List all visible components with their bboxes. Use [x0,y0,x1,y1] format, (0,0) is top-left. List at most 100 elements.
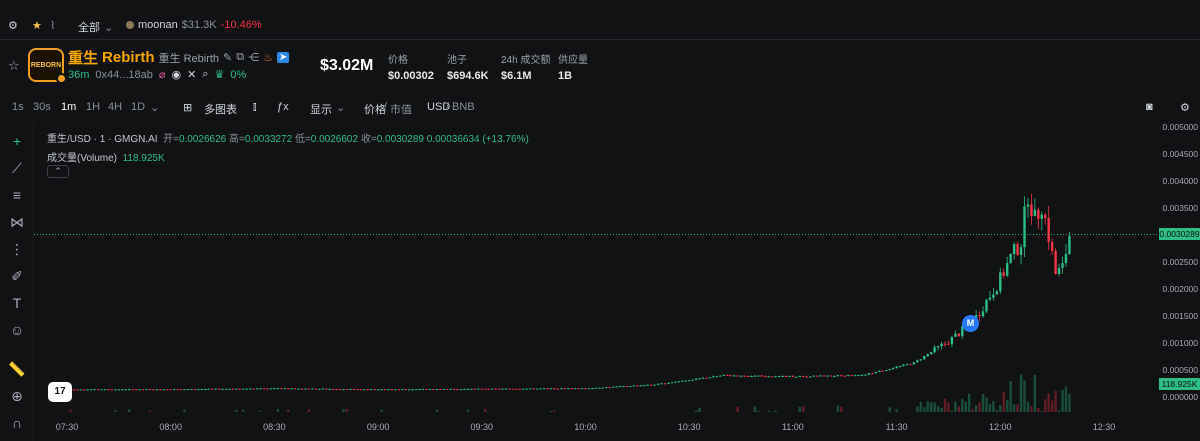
candle-body [753,375,757,377]
candle-body [978,315,981,317]
volume-bar [961,398,964,412]
interval-30s[interactable]: 30s [33,101,51,113]
y-tick-label: 0.001000 [1162,338,1198,348]
camera-icon[interactable]: ◙ [1146,101,1153,113]
volume-bar [1061,389,1064,412]
mcap-toggle[interactable]: 市值 [390,104,412,116]
share-icon[interactable]: ⋲ [248,52,260,64]
candle-body [442,388,445,390]
candle-body [601,387,604,389]
volume-bar [964,401,967,412]
interval-dropdown-icon[interactable]: ⌄ [150,102,160,114]
zoom-icon[interactable]: ⊕ [11,388,23,404]
volume-bar [971,408,974,412]
candle-body [988,297,992,300]
candle-body [221,388,224,390]
interval-1s[interactable]: 1s [12,101,24,113]
candle-body [373,389,376,391]
search-icon[interactable]: ⌕ [202,68,209,80]
candle-body [124,389,127,391]
interval-1h[interactable]: 1H [86,101,101,113]
indicators-icon[interactable]: ƒx [277,101,289,113]
stat-price-label: 价格 [388,55,408,66]
crosshair-icon[interactable]: + [12,133,22,149]
volume-bar [466,409,470,412]
volume-bar [916,406,919,412]
x-tick-label: 12:30 [1092,422,1116,432]
text-icon[interactable]: T [12,295,22,311]
telegram-icon[interactable]: ➤ [277,52,290,63]
emoji-icon[interactable]: ☺ [9,322,25,338]
fib-icon[interactable]: ⋮ [10,241,24,257]
pill-icon: ⌀ [158,69,166,81]
volume-bar [757,410,760,412]
candle-body [764,375,767,377]
edit-icon[interactable]: ✎ [223,52,233,64]
category-dropdown[interactable]: 全部 ⌄ [78,19,113,35]
ruler-icon[interactable]: 📏 [8,361,26,377]
multi-chart-icon[interactable]: ⊞ [183,102,193,114]
candle-body [408,389,411,391]
candle-body [670,382,674,384]
candle-body [1006,263,1009,276]
twitter-icon[interactable]: ✕ [187,69,197,81]
globe-icon[interactable]: ◉ [171,69,182,81]
bnb-toggle[interactable]: BNB [452,101,475,113]
candle-body [836,375,840,377]
candle-body [183,389,186,391]
candle-body [1009,253,1012,264]
brush-icon[interactable]: ✐ [11,268,23,284]
interval-1d[interactable]: 1D [131,101,146,113]
volume-bar [978,402,981,412]
token-name-cn: 重生 [68,50,99,67]
legend-close: 0.0030289 [376,134,424,145]
ticker-item[interactable]: moonan $31.3K -10.46% [126,19,262,31]
top-bar: ⚙ ★ ⌇ 全部 ⌄ moonan $31.3K -10.46% [0,0,1200,40]
trendline-icon[interactable]: ⟋ [12,160,22,176]
candle-body [781,375,784,377]
candle-body [805,376,808,378]
token-address[interactable]: 0x44...18ab [95,68,153,81]
display-button[interactable]: 显示 [310,104,332,116]
copy-icon[interactable]: ⧉ [236,51,245,63]
interval-4h[interactable]: 4H [108,101,123,113]
multi-chart-button[interactable]: 多图表 [204,104,237,116]
time-axis[interactable]: 07:30 08:00 08:30 09:00 09:30 10:00 10:30 11:00… [34,418,1158,441]
ticker-mcap: $31.3K [181,19,217,31]
x-tick-label: 10:30 [677,422,701,432]
price-chart[interactable] [34,122,1158,418]
price-axis[interactable]: 0.0050000.0045000.0040000.0035000.003000… [1158,122,1200,418]
candle-body [1044,214,1047,219]
tradingview-logo[interactable]: 17 [48,382,72,402]
interval-1m[interactable]: 1m [61,101,77,113]
migration-marker[interactable]: M [962,315,979,332]
candle-body [459,389,463,391]
price-toggle[interactable]: 价格 [364,104,386,116]
usd-toggle[interactable]: USD [427,101,451,113]
candle-type-icon[interactable]: ⫾ [253,101,257,113]
magnet-icon[interactable]: ∩ [11,415,23,431]
drawing-toolbar: + ⟋ ≡ ⋈ ⋮ ✐ T ☺ 📏 ⊕ ∩ [0,122,34,441]
candle-body [622,386,625,388]
candle-body [518,388,522,390]
candle-body [477,388,480,390]
chart-icon[interactable]: ⌇ [50,20,56,32]
settings-icon[interactable]: ⚙ [8,20,18,32]
candle-body [643,385,646,387]
pattern-icon[interactable]: ⋈ [10,214,24,230]
candle-body [546,388,549,390]
candle-body [172,389,176,391]
candle-body [919,359,922,361]
volume-bar [736,406,739,412]
horizontal-lines-icon[interactable]: ≡ [12,187,22,203]
volume-bar [345,409,349,412]
favorite-star-icon[interactable]: ☆ [8,58,20,73]
volume-bar [995,410,999,412]
chart-settings-icon[interactable]: ⚙ [1180,102,1190,114]
candle-body [418,388,421,390]
candle-body [936,346,940,348]
candle-body [83,389,86,391]
candle-body [141,389,145,391]
collapse-legend-button[interactable]: ⌃ [47,165,69,178]
star-icon[interactable]: ★ [32,20,42,32]
